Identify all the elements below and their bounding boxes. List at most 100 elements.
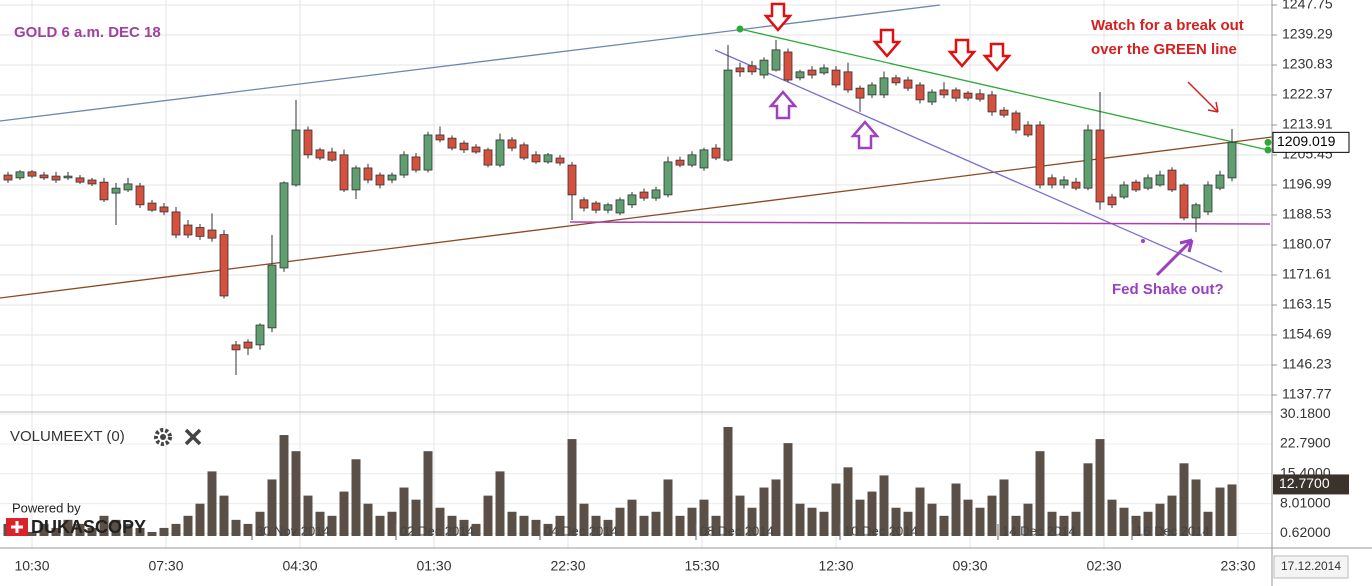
candle-body (819, 67, 829, 74)
volume-bar (603, 519, 613, 536)
y-tick-label: 1230.83 (1282, 56, 1333, 72)
volume-bar (39, 523, 49, 536)
volume-bar (855, 499, 865, 536)
candle-body (495, 139, 505, 166)
volume-bars (3, 426, 1237, 536)
candle-body (399, 154, 409, 176)
last-price-dot (1264, 138, 1272, 146)
candle-body (1191, 204, 1201, 219)
y-tick-label: 1196.99 (1282, 176, 1332, 192)
date-label: 08 Dec 2014 (700, 523, 774, 538)
volume-bar (939, 515, 949, 536)
candle-body (735, 67, 745, 73)
candle-body (639, 191, 649, 199)
volume-bar (831, 483, 841, 536)
candle-body (123, 183, 133, 191)
trend-line (0, 136, 1273, 299)
volume-bar (1227, 484, 1237, 536)
x-tick-label: 12:30 (818, 558, 853, 574)
volume-bar (507, 511, 517, 536)
volume-bar (1059, 515, 1069, 536)
volume-bar (351, 459, 361, 536)
candle-body (63, 175, 73, 179)
volume-bar (687, 507, 697, 536)
volume-bar (327, 515, 337, 536)
candle-body (171, 211, 181, 236)
volume-bar (1203, 511, 1213, 536)
volume-bar (1107, 499, 1117, 536)
last-price-box (1272, 131, 1350, 153)
volume-bar (87, 527, 97, 536)
volume-bar (123, 523, 133, 536)
volume-bar (951, 483, 961, 536)
candle-body (807, 69, 817, 76)
y-tick-label: 1154.69 (1282, 326, 1332, 342)
candle-body (1023, 124, 1033, 136)
candle-body (687, 154, 697, 166)
volume-bar (75, 523, 85, 536)
annotation: Watch for a break out (1091, 17, 1244, 34)
candle-body (927, 91, 937, 103)
x-tick-label: 15:30 (684, 558, 719, 574)
volume-bar (435, 507, 445, 536)
candle-body (711, 147, 721, 159)
close-icon[interactable] (184, 428, 202, 446)
volume-bar (1083, 463, 1093, 536)
y-tick-label: 1247.75 (1282, 0, 1333, 12)
candle-body (339, 154, 349, 191)
candle-body (363, 167, 373, 181)
volume-bar (663, 479, 673, 536)
candle-body (1083, 129, 1093, 189)
brand-cross (11, 521, 23, 533)
y-tick-label: 1213.91 (1282, 116, 1333, 132)
volume-bar (927, 503, 937, 536)
volume-bar (1011, 515, 1021, 536)
candle-body (207, 229, 217, 239)
volume-bar (783, 443, 793, 536)
volume-bar (963, 499, 973, 536)
last-volume-label: 12.7700 (1279, 475, 1330, 491)
volume-bar (567, 439, 577, 536)
date-label: 04 Dec 2014 (544, 523, 618, 538)
volume-bar (195, 503, 205, 536)
volume-bar (231, 519, 241, 536)
volume-bar (891, 507, 901, 536)
candle-body (387, 174, 397, 181)
candle-body (747, 65, 757, 73)
candle-body (1011, 112, 1021, 131)
y-tick-label: 1137.77 (1282, 386, 1332, 402)
volume-bar (1155, 503, 1165, 536)
volume-bar (675, 515, 685, 536)
y-tick-label: 1163.15 (1282, 296, 1332, 312)
candle-body (831, 69, 841, 86)
candle-body (723, 69, 733, 161)
date-label: 02 Dec 2014 (400, 523, 474, 538)
volume-bar (207, 471, 217, 536)
brand-caption: Powered by (12, 500, 81, 515)
candle-body (855, 87, 865, 99)
volume-bar (807, 507, 817, 536)
volume-bar (531, 519, 541, 536)
y-tick-label: 1188.53 (1282, 206, 1332, 222)
candle-body (699, 149, 709, 169)
down-arrow (982, 42, 1012, 72)
candle-body (255, 324, 265, 346)
y-tick-label: 1239.29 (1282, 26, 1333, 42)
last-volume-box (1273, 474, 1349, 495)
candle-body (447, 137, 457, 149)
volume-bar (975, 507, 985, 536)
volume-bar (255, 511, 265, 536)
candle-body (471, 146, 481, 153)
volume-bar (279, 435, 289, 536)
settings-icon[interactable] (154, 428, 172, 446)
volume-bar (1143, 511, 1153, 536)
candle-body (303, 129, 313, 156)
volume-bar (159, 527, 169, 536)
volume-bar (747, 507, 757, 536)
candle-body (195, 227, 205, 237)
candle-body (99, 181, 109, 201)
volume-bar (363, 503, 373, 536)
candle-body (423, 134, 433, 171)
candle-body (1143, 177, 1153, 189)
candle-body (663, 161, 673, 196)
